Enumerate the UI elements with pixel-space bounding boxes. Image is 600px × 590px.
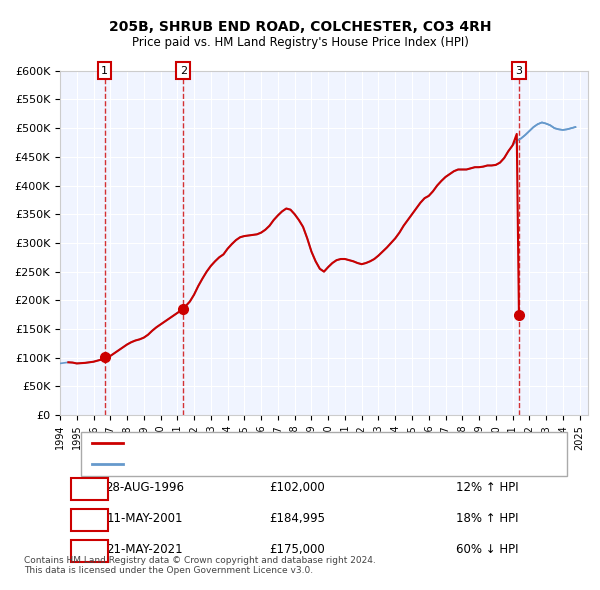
Text: 28-AUG-1996: 28-AUG-1996	[105, 481, 184, 494]
Text: 11-MAY-2001: 11-MAY-2001	[106, 512, 183, 525]
Text: 3: 3	[515, 66, 523, 76]
Text: £102,000: £102,000	[270, 481, 325, 494]
FancyBboxPatch shape	[81, 432, 567, 476]
Text: £175,000: £175,000	[270, 543, 325, 556]
Text: £184,995: £184,995	[269, 512, 326, 525]
Text: 12% ↑ HPI: 12% ↑ HPI	[456, 481, 518, 494]
Text: 1: 1	[85, 481, 93, 494]
Text: 205B, SHRUB END ROAD, COLCHESTER, CO3 4RH (detached house): 205B, SHRUB END ROAD, COLCHESTER, CO3 4R…	[134, 438, 487, 448]
Text: Contains HM Land Registry data © Crown copyright and database right 2024.
This d: Contains HM Land Registry data © Crown c…	[24, 556, 376, 575]
FancyBboxPatch shape	[71, 540, 107, 562]
Text: 1: 1	[101, 66, 108, 76]
FancyBboxPatch shape	[71, 509, 107, 531]
Text: 205B, SHRUB END ROAD, COLCHESTER, CO3 4RH: 205B, SHRUB END ROAD, COLCHESTER, CO3 4R…	[109, 19, 491, 34]
Text: 21-MAY-2021: 21-MAY-2021	[106, 543, 183, 556]
Text: 60% ↓ HPI: 60% ↓ HPI	[456, 543, 518, 556]
FancyBboxPatch shape	[71, 478, 107, 500]
Text: 2: 2	[85, 512, 93, 525]
Text: 2: 2	[180, 66, 187, 76]
Text: Price paid vs. HM Land Registry's House Price Index (HPI): Price paid vs. HM Land Registry's House …	[131, 36, 469, 49]
Text: 3: 3	[85, 543, 93, 556]
Text: 18% ↑ HPI: 18% ↑ HPI	[456, 512, 518, 525]
Text: HPI: Average price, detached house, Colchester: HPI: Average price, detached house, Colc…	[134, 458, 383, 468]
